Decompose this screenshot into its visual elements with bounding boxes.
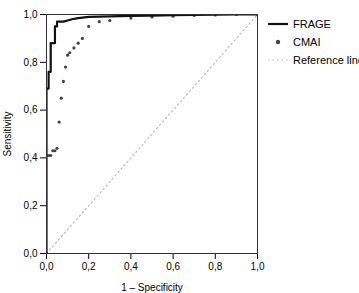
svg-text:Sensitivity: Sensitivity xyxy=(2,111,13,156)
svg-text:0,8: 0,8 xyxy=(24,57,38,68)
svg-text:0,4: 0,4 xyxy=(24,152,38,163)
svg-text:0,8: 0,8 xyxy=(208,261,222,272)
svg-text:1,0: 1,0 xyxy=(24,9,38,20)
svg-text:0,2: 0,2 xyxy=(82,261,96,272)
html-text:CMAI: CMAI xyxy=(293,36,321,48)
svg-text:0,4: 0,4 xyxy=(124,261,138,272)
svg-text:0,6: 0,6 xyxy=(166,261,180,272)
html-text:FRAGE: FRAGE xyxy=(293,18,331,30)
svg-text:0,6: 0,6 xyxy=(24,104,38,115)
svg-text:0,0: 0,0 xyxy=(24,248,38,259)
svg-text:0,2: 0,2 xyxy=(24,200,38,211)
svg-text:1,0: 1,0 xyxy=(251,261,265,272)
svg-text:1 – Specificity: 1 – Specificity xyxy=(121,282,183,293)
svg-text:0,0: 0,0 xyxy=(40,261,54,272)
